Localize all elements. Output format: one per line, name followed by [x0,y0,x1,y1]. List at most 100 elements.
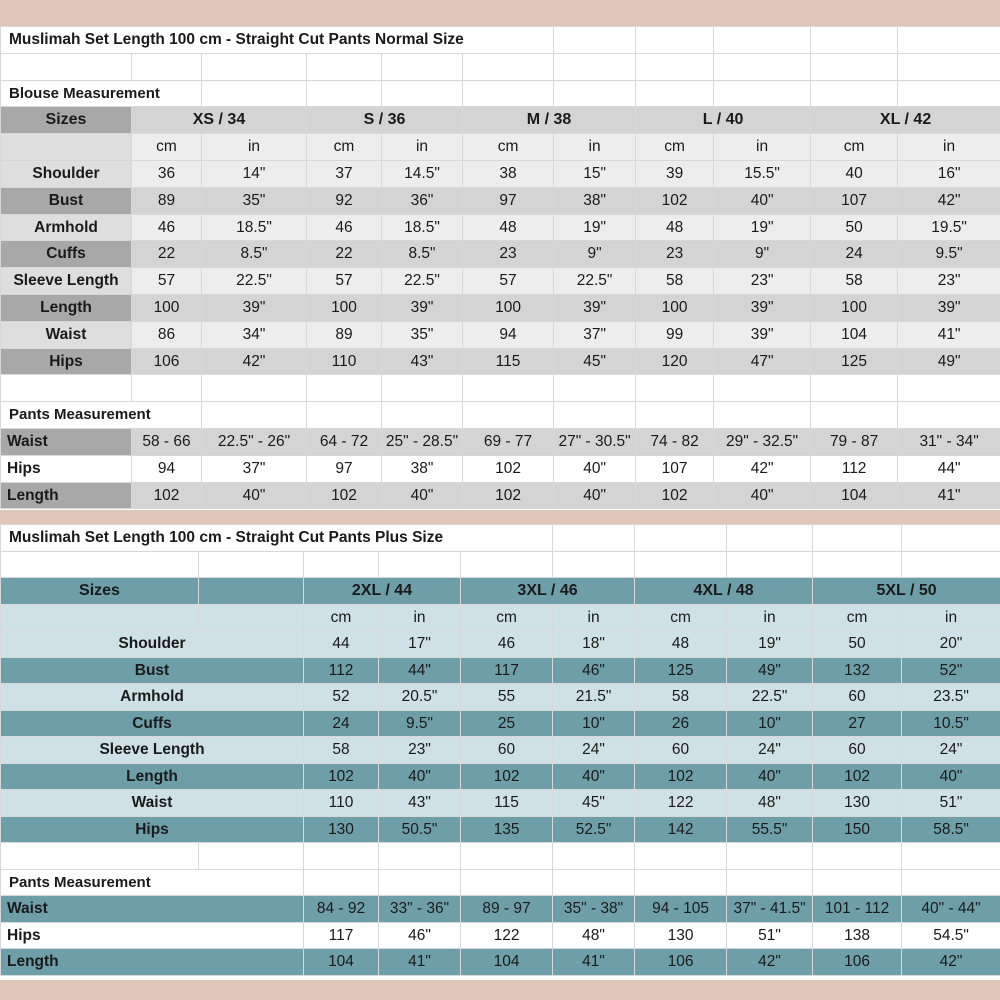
value-in: 40" [713,481,812,510]
plus-size-chart: Muslimah Set Length 100 cm - Straight Cu… [0,524,1000,980]
row-label: Length [0,948,304,976]
value-cm: 64 - 72 [306,427,382,456]
value-in: 44" [897,454,1000,483]
normal-size-table: Muslimah Set Length 100 cm - Straight Cu… [0,26,1000,510]
chart-title: Muslimah Set Length 100 cm - Straight Cu… [0,524,553,552]
value-in: 40" [378,762,461,790]
row-cuffs: Cuffs 22 8.5" 22 8.5" 23 9" 23 9" 24 9.5" [0,240,1000,269]
value-cm: 102 [306,481,382,510]
value-in: 31" - 34" [897,427,1000,456]
row-label: Hips [0,454,132,483]
value-in: 14" [201,159,307,188]
value-cm: 22 [306,240,382,269]
value-cm: 84 - 92 [303,895,379,923]
value-cm: 102 [131,481,202,510]
value-in: 39" [713,320,812,349]
row-label: Length [0,762,304,790]
size-header: L / 40 [635,106,812,135]
value-in: 16" [897,159,1000,188]
blouse-measurement-rows: Shoulder 36 14" 37 14.5" 38 15" 39 15.5" 40 16" Bus… [0,159,1000,376]
row-shoulder: Shoulder 36 14" 37 14.5" 38 15" 39 15.5" 40 16" [0,159,1000,188]
value-cm: 100 [810,293,899,322]
row-armhold: Armhold 52 20.5" 55 21.5" 58 22.5" 60 23.5" [0,683,1000,711]
value-cm: 60 [634,736,728,764]
size-header: S / 36 [306,106,463,135]
value-cm: 94 [461,320,555,349]
value-cm: 102 [461,481,555,510]
value-in: 19" [726,630,814,658]
row-label: Armhold [0,213,132,242]
value-in: 34" [201,320,307,349]
row-label: Cuffs [0,709,304,737]
value-in: 42" [726,948,814,976]
value-in: 18.5" [381,213,463,242]
value-in: 39" [897,293,1000,322]
row-label: Bust [0,656,304,684]
value-cm: 138 [812,921,903,949]
value-cm: 132 [812,656,903,684]
value-cm: 24 [303,709,379,737]
value-cm: 101 - 112 [812,895,903,923]
row-sleeve-length: Sleeve Length 58 23" 60 24" 60 24" 60 24" [0,736,1000,764]
value-in: 51" [726,921,814,949]
size-header: M / 38 [461,106,637,135]
row-waist: Waist 84 - 92 33" - 36" 89 - 97 35" - 38" 94 … [0,895,1000,923]
value-in: 37" [201,454,307,483]
value-in: 9" [553,240,637,269]
blouse-heading: Blouse Measurement [0,79,202,108]
value-in: 19" [713,213,812,242]
value-in: 38" [381,454,463,483]
value-cm: 102 [634,762,728,790]
value-cm: 106 [634,948,728,976]
size-header: 5XL / 50 [812,577,1000,605]
unit-cm: cm [635,133,715,161]
value-cm: 24 [810,240,899,269]
row-armhold: Armhold 46 18.5" 46 18.5" 48 19" 48 19" 50 19.5" [0,213,1000,242]
value-in: 44" [378,656,461,684]
value-in: 38" [553,186,637,215]
row-waist: Waist 58 - 66 22.5" - 26" 64 - 72 25" - 28.5… [0,427,1000,456]
value-cm: 44 [303,630,379,658]
value-in: 18.5" [201,213,307,242]
value-in: 8.5" [201,240,307,269]
value-cm: 89 [306,320,382,349]
plus-size-table: Muslimah Set Length 100 cm - Straight Cu… [0,524,1000,976]
value-in: 21.5" [552,683,636,711]
value-cm: 38 [461,159,555,188]
value-cm: 48 [461,213,555,242]
value-in: 41" [378,948,461,976]
value-in: 45" [553,347,637,376]
unit-cm: cm [810,133,899,161]
row-hips: Hips 117 46" 122 48" 130 51" 138 54.5" [0,921,1000,949]
value-cm: 112 [303,656,379,684]
value-cm: 110 [306,347,382,376]
value-cm: 86 [131,320,202,349]
size-header: 2XL / 44 [303,577,461,605]
value-in: 48" [552,921,636,949]
value-in: 36" [381,186,463,215]
row-label: Shoulder [0,630,304,658]
value-in: 23" [378,736,461,764]
value-cm: 104 [459,948,554,976]
value-cm: 102 [635,481,715,510]
pants-measurement-rows: Waist 84 - 92 33" - 36" 89 - 97 35" - 38" 94 … [0,895,1000,976]
value-in: 52.5" [552,815,636,843]
value-cm: 107 [635,454,715,483]
value-cm: 97 [306,454,382,483]
value-cm: 27 [812,709,903,737]
value-cm: 125 [810,347,899,376]
value-in: 42" [201,347,307,376]
value-in: 52" [901,656,1000,684]
value-cm: 102 [812,762,903,790]
value-in: 42" [897,186,1000,215]
value-cm: 58 - 66 [131,427,202,456]
value-cm: 106 [812,948,903,976]
value-in: 23.5" [901,683,1000,711]
value-in: 43" [381,347,463,376]
value-cm: 102 [461,454,555,483]
value-in: 49" [726,656,814,684]
value-in: 15" [553,159,637,188]
value-cm: 57 [461,267,555,295]
size-header: XS / 34 [131,106,307,135]
value-in: 10" [552,709,636,737]
